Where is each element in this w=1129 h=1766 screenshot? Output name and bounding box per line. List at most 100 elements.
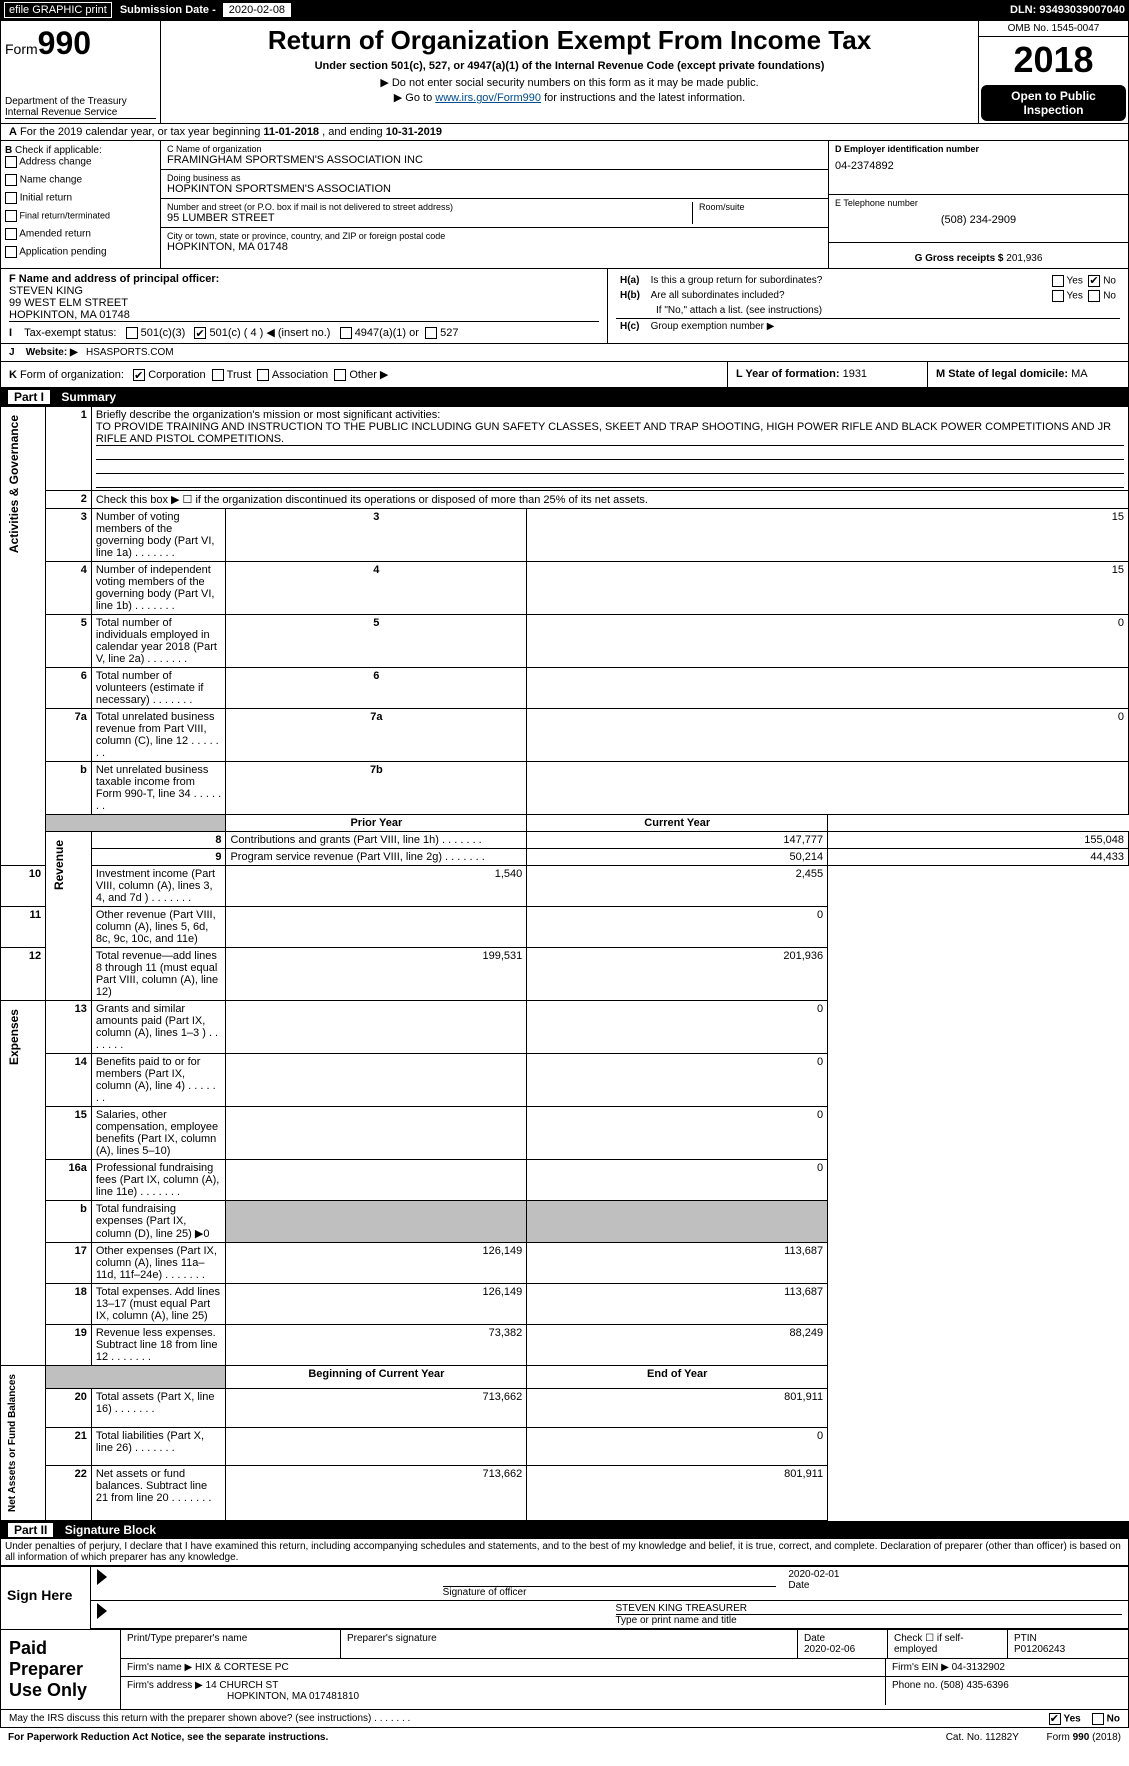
form-subtitle: Under section 501(c), 527, or 4947(a)(1)… [169, 60, 970, 72]
chk-4947[interactable] [340, 327, 352, 339]
l20: Total assets (Part X, line 16) [91, 1388, 226, 1427]
col-b: B Check if applicable: Address change Na… [1, 141, 161, 268]
chk-501c[interactable] [194, 327, 206, 339]
row-j: J Website: ▶ HSASPORTS.COM [0, 344, 1129, 362]
street-label: Number and street (or P.O. box if mail i… [167, 202, 692, 212]
chk-trust[interactable] [212, 369, 224, 381]
chk-initial[interactable]: Initial return [5, 192, 156, 204]
opt-527: 527 [440, 327, 458, 339]
b21 [226, 1427, 527, 1466]
l17: Other expenses (Part IX, column (A), lin… [91, 1243, 226, 1284]
discuss-no[interactable] [1092, 1713, 1104, 1725]
part1-label: Part I [8, 390, 50, 404]
form-prefix: Form [5, 41, 38, 57]
a-pre: For the 2019 calendar year, or tax year … [20, 126, 263, 138]
p15 [226, 1107, 527, 1160]
p13 [226, 1001, 527, 1054]
side-net: Net Assets or Fund Balances [5, 1368, 20, 1518]
chk-corp[interactable] [133, 369, 145, 381]
form-number: Form990 [5, 25, 156, 62]
opt-501c3: 501(c)(3) [141, 327, 186, 339]
c19: 88,249 [527, 1325, 828, 1366]
open-public: Open to Public Inspection [981, 85, 1126, 121]
discuss-row: May the IRS discuss this return with the… [0, 1710, 1129, 1728]
firm-name: HIX & CORTESE PC [195, 1662, 289, 1673]
l10: Investment income (Part VIII, column (A)… [91, 866, 226, 907]
hdr-end: End of Year [527, 1366, 828, 1389]
irs-link[interactable]: www.irs.gov/Form990 [435, 92, 541, 104]
line7a: Total unrelated business revenue from Pa… [91, 709, 226, 762]
domicile: MA [1071, 368, 1088, 380]
tax-year: 2018 [979, 37, 1128, 83]
opt-corp: Corporation [148, 369, 205, 381]
irs: Internal Revenue Service [5, 107, 156, 119]
c15: 0 [527, 1107, 828, 1160]
l18: Total expenses. Add lines 13–17 (must eq… [91, 1284, 226, 1325]
hdr-begin: Beginning of Current Year [226, 1366, 527, 1389]
domicile-label: M State of legal domicile: [936, 368, 1068, 380]
line2: Check this box ▶ ☐ if the organization d… [91, 491, 1128, 509]
gross-label: G Gross receipts $ [915, 253, 1004, 264]
year-begin: 11-01-2018 [263, 126, 319, 138]
l16b-val: 0 [203, 1228, 209, 1240]
v7a: 0 [527, 709, 1129, 762]
v4: 15 [527, 562, 1129, 615]
firm-ein: 04-3132902 [952, 1662, 1005, 1673]
firm-ein-label: Firm's EIN ▶ [892, 1662, 949, 1673]
l19: Revenue less expenses. Subtract line 18 … [91, 1325, 226, 1366]
hdr-current: Current Year [527, 815, 828, 832]
line5: Total number of individuals employed in … [91, 615, 226, 668]
form-title: Return of Organization Exempt From Incom… [169, 25, 970, 56]
ha-no[interactable] [1088, 275, 1100, 287]
summary-table: Activities & Governance 1 Briefly descri… [0, 406, 1129, 1521]
room-label: Room/suite [699, 202, 822, 212]
part2-label: Part II [8, 1523, 53, 1537]
hb-yes[interactable] [1052, 290, 1064, 302]
form-footer-num: 990 [1073, 1732, 1090, 1743]
c13: 0 [527, 1001, 828, 1054]
chk-501c3[interactable] [126, 327, 138, 339]
officer-city: HOPKINTON, MA 01748 [9, 309, 599, 322]
officer-street: 99 WEST ELM STREET [9, 297, 599, 309]
a-mid: , and ending [322, 126, 386, 138]
signature-block: Sign Here Signature of officer 2020-02-0… [0, 1565, 1129, 1630]
chk-amended[interactable]: Amended return [5, 228, 156, 240]
e22: 801,911 [527, 1466, 828, 1521]
v7b [527, 762, 1129, 815]
info-grid: B Check if applicable: Address change Na… [0, 141, 1129, 269]
v6 [527, 668, 1129, 709]
row-klm: K Form of organization: Corporation Trus… [0, 362, 1129, 388]
sig-name: STEVEN KING TREASURER [616, 1603, 1123, 1615]
sign-here: Sign Here [1, 1567, 91, 1629]
b20: 713,662 [226, 1388, 527, 1427]
chk-final[interactable]: Final return/terminated [5, 210, 156, 222]
p12: 199,531 [226, 948, 527, 1001]
c9: 44,433 [828, 849, 1129, 866]
row-fh: F Name and address of principal officer:… [0, 269, 1129, 344]
ha-yes[interactable] [1052, 275, 1064, 287]
prep-date-hdr: Date [804, 1633, 825, 1644]
website-label: Website: ▶ [26, 347, 78, 358]
note-ssn: ▶ Do not enter social security numbers o… [169, 76, 970, 89]
discuss-yes[interactable] [1049, 1713, 1061, 1725]
l13: Grants and similar amounts paid (Part IX… [91, 1001, 226, 1054]
chk-address[interactable]: Address change [5, 156, 156, 168]
part1-header: Part I Summary [0, 388, 1129, 406]
v5: 0 [527, 615, 1129, 668]
opt-assoc: Association [272, 369, 328, 381]
l22: Net assets or fund balances. Subtract li… [91, 1466, 226, 1521]
sig-date: 2020-02-01 [788, 1569, 1122, 1580]
chk-pending[interactable]: Application pending [5, 246, 156, 258]
l9: Program service revenue (Part VIII, line… [226, 849, 527, 866]
org-name-label: C Name of organization [167, 144, 822, 154]
l15: Salaries, other compensation, employee b… [91, 1107, 226, 1160]
phone-label: E Telephone number [835, 198, 1122, 208]
hb-no[interactable] [1088, 290, 1100, 302]
omb-number: OMB No. 1545-0047 [979, 21, 1128, 37]
chk-assoc[interactable] [257, 369, 269, 381]
l12: Total revenue—add lines 8 through 11 (mu… [91, 948, 226, 1001]
form-org-label: Form of organization: [20, 369, 124, 381]
chk-name[interactable]: Name change [5, 174, 156, 186]
chk-527[interactable] [425, 327, 437, 339]
chk-other[interactable] [334, 369, 346, 381]
